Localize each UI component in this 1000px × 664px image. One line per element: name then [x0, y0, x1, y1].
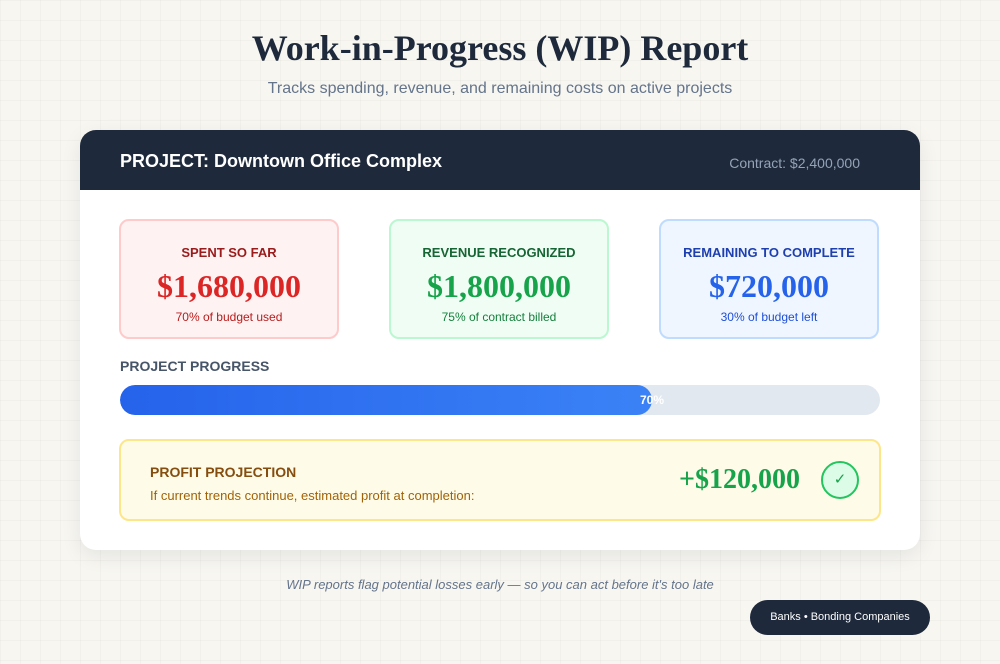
footer-note: WIP reports flag potential losses early … — [286, 577, 714, 592]
remaining-value: $720,000 — [709, 268, 829, 304]
check-icon: ✓ — [821, 461, 859, 499]
progress-bar: 70% — [120, 385, 880, 415]
revenue-recognized-card: REVENUE RECOGNIZED $1,800,000 75% of con… — [389, 219, 609, 339]
wip-report-card: PROJECT: Downtown Office Complex Contrac… — [80, 130, 920, 550]
spent-value: $1,680,000 — [157, 268, 301, 304]
contract-amount: Contract: $2,400,000 — [729, 155, 860, 171]
revenue-label: REVENUE RECOGNIZED — [422, 245, 576, 260]
spent-note: 70% of budget used — [175, 310, 283, 324]
remaining-note: 30% of budget left — [720, 310, 818, 324]
remaining-label: REMAINING TO COMPLETE — [683, 245, 855, 260]
profit-value: +$120,000 — [679, 464, 800, 495]
profit-title: PROFIT PROJECTION — [150, 464, 297, 480]
page-subtitle: Tracks spending, revenue, and remaining … — [267, 80, 733, 97]
audience-badge: Banks • Bonding Companies — [750, 600, 930, 635]
profit-description: If current trends continue, estimated pr… — [150, 488, 475, 503]
spent-label: SPENT SO FAR — [181, 245, 277, 260]
profit-projection-box: PROFIT PROJECTION If current trends cont… — [119, 439, 881, 521]
page-title: Work-in-Progress (WIP) Report — [251, 28, 749, 68]
remaining-to-complete-card: REMAINING TO COMPLETE $720,000 30% of bu… — [659, 219, 879, 339]
revenue-value: $1,800,000 — [427, 268, 571, 304]
progress-percent: 70% — [639, 393, 664, 407]
spent-so-far-card: SPENT SO FAR $1,680,000 70% of budget us… — [119, 219, 339, 339]
revenue-note: 75% of contract billed — [441, 310, 557, 324]
project-name: PROJECT: Downtown Office Complex — [120, 151, 443, 171]
project-header: PROJECT: Downtown Office Complex Contrac… — [80, 130, 920, 190]
progress-fill: 70% — [120, 385, 664, 415]
progress-label: PROJECT PROGRESS — [120, 358, 270, 374]
